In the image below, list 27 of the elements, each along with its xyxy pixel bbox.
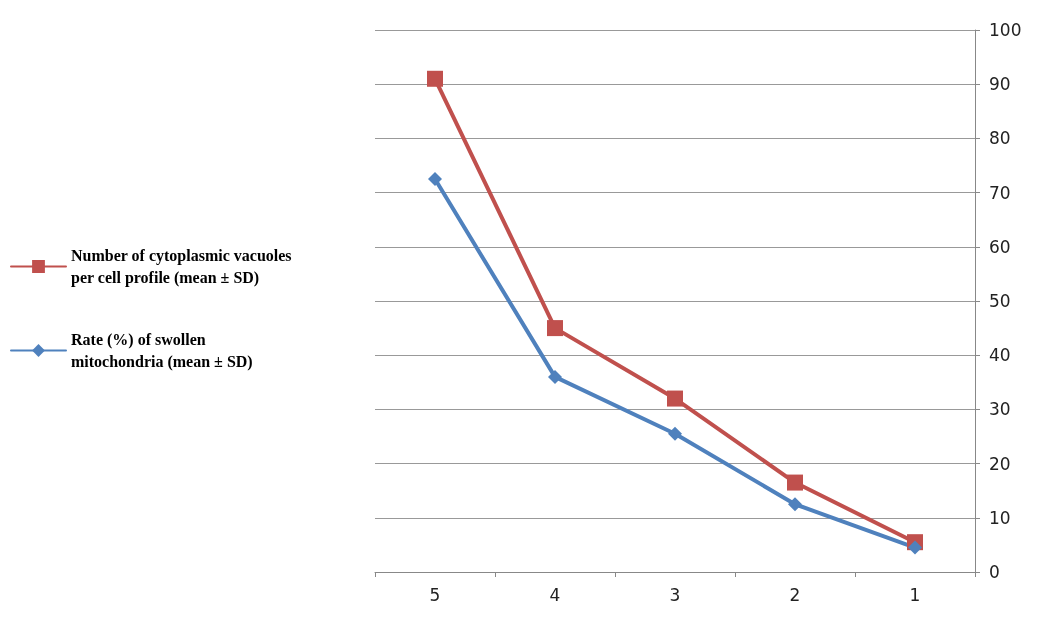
x-tick-label: 3 <box>669 584 681 605</box>
point <box>548 369 562 384</box>
x-tick-label: 5 <box>429 584 441 605</box>
x-tick-label: 4 <box>549 584 561 605</box>
y-tick-label: 50 <box>989 291 1011 311</box>
x-tick-label: 1 <box>909 584 921 605</box>
y-tick-label: 100 <box>989 20 1022 40</box>
y-tick-label: 0 <box>989 562 1000 582</box>
y-tick-label: 10 <box>989 507 1011 528</box>
point <box>668 426 682 441</box>
y-tick-label: 20 <box>989 453 1011 474</box>
x-tick-label: 2 <box>789 584 801 605</box>
legend-label: Number of cytoplasmic vacuoles per cell profile (mean ± SD) <box>71 247 296 287</box>
y-tick-label: 40 <box>989 345 1011 366</box>
y-tick-label: 70 <box>989 182 1011 203</box>
point <box>428 172 442 187</box>
point <box>788 497 802 512</box>
y-tick-label: 60 <box>989 236 1011 257</box>
point <box>427 70 443 87</box>
y-tick-label: 90 <box>989 74 1011 95</box>
legend-label: Rate (%) of swollen mitochondria (mean ± SD) <box>71 331 253 371</box>
y-tick-label: 80 <box>989 128 1011 149</box>
point <box>787 474 803 491</box>
point <box>547 320 563 337</box>
point <box>667 390 683 407</box>
y-tick-label: 30 <box>989 399 1011 420</box>
point <box>908 540 922 555</box>
